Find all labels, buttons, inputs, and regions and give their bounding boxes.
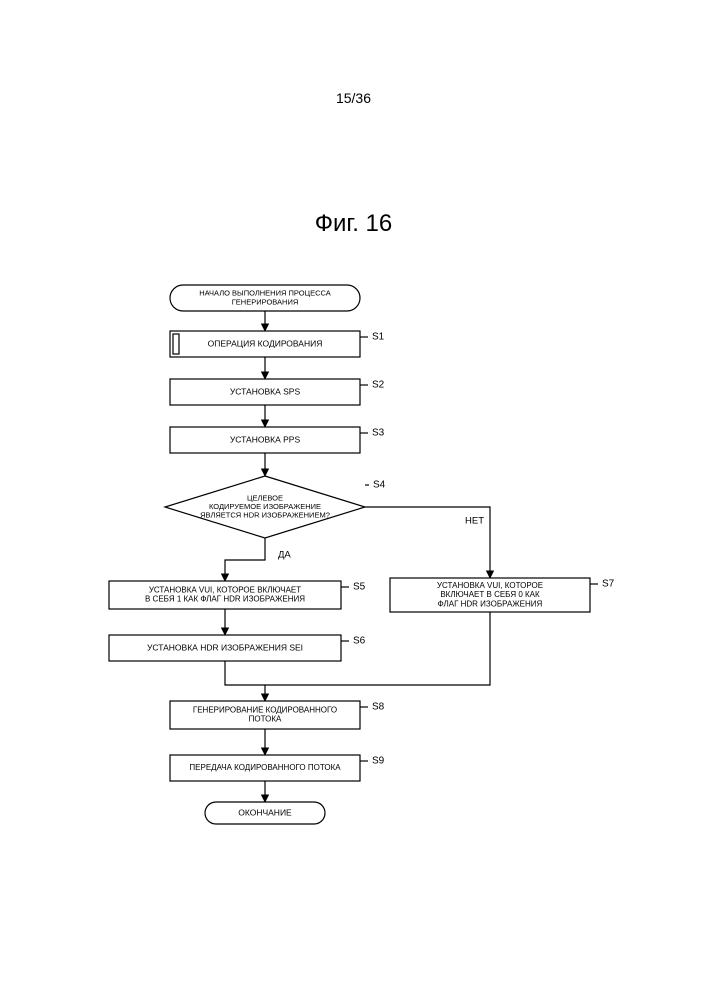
flow-node-s6: УСТАНОВКА HDR ИЗОБРАЖЕНИЯ SEI S6 bbox=[109, 635, 366, 661]
node-text: УСТАНОВКА HDR ИЗОБРАЖЕНИЯ SEI bbox=[147, 642, 303, 652]
node-text: ЯВЛЯЕТСЯ HDR ИЗОБРАЖЕНИЕМ? bbox=[200, 511, 330, 520]
flow-node-end: ОКОНЧАНИЕ bbox=[205, 802, 325, 824]
flow-node-s5: УСТАНОВКА VUI, КОТОРОЕ ВКЛЮЧАЕТВ СЕБЯ 1 … bbox=[109, 581, 366, 609]
node-text: УСТАНОВКА PPS bbox=[230, 434, 301, 444]
node-text: ОКОНЧАНИЕ bbox=[238, 807, 292, 817]
page: 15/36 Фиг. 16 ДАНЕТНАЧАЛО ВЫПОЛНЕНИЯ ПРО… bbox=[0, 0, 707, 1000]
flow-edge bbox=[225, 661, 265, 701]
node-text: ФЛАГ HDR ИЗОБРАЖЕНИЯ bbox=[438, 599, 543, 608]
step-label: S9 bbox=[372, 756, 385, 767]
flow-node-s7: УСТАНОВКА VUI, КОТОРОЕВКЛЮЧАЕТ В СЕБЯ 0 … bbox=[390, 578, 615, 612]
node-text: ГЕНЕРИРОВАНИЯ bbox=[232, 297, 299, 306]
node-text: ПЕРЕДАЧА КОДИРОВАННОГО ПОТОКА bbox=[189, 763, 341, 772]
node-text: ГЕНЕРИРОВАНИЕ КОДИРОВАННОГО bbox=[193, 706, 337, 715]
step-label: S6 bbox=[353, 636, 366, 647]
flow-node-s4: ЦЕЛЕВОЕКОДИРУЕМОЕ ИЗОБРАЖЕНИЕЯВЛЯЕТСЯ HD… bbox=[165, 476, 386, 538]
step-label: S3 bbox=[372, 428, 385, 439]
node-text: ПОТОКА bbox=[249, 715, 282, 724]
node-text: В СЕБЯ 1 КАК ФЛАГ HDR ИЗОБРАЖЕНИЯ bbox=[145, 595, 305, 604]
flow-node-s8: ГЕНЕРИРОВАНИЕ КОДИРОВАННОГОПОТОКА S8 bbox=[170, 701, 385, 729]
node-text: УСТАНОВКА VUI, КОТОРОЕ ВКЛЮЧАЕТ bbox=[149, 586, 301, 595]
node-text: УСТАНОВКА SPS bbox=[230, 386, 301, 396]
flow-edge bbox=[225, 538, 265, 581]
node-text: УСТАНОВКА VUI, КОТОРОЕ bbox=[437, 581, 543, 590]
flowchart: ДА НЕТ НАЧАЛО ВЫПОЛНЕНИЯ ПРОЦЕССАГЕНЕРИРОВ… bbox=[0, 0, 707, 1000]
flow-node-s3: УСТАНОВКА PPS S3 bbox=[170, 427, 385, 453]
branch-label: ДА bbox=[278, 550, 291, 561]
flow-node-s2: УСТАНОВКА SPS S2 bbox=[170, 379, 385, 405]
step-label: S7 bbox=[602, 579, 615, 590]
branch-label: НЕТ bbox=[465, 516, 484, 527]
node-text: ВКЛЮЧАЕТ В СЕБЯ 0 КАК bbox=[440, 590, 540, 599]
step-label: S8 bbox=[372, 702, 385, 713]
flow-node-s9: ПЕРЕДАЧА КОДИРОВАННОГО ПОТОКА S9 bbox=[170, 755, 385, 781]
step-label: S2 bbox=[372, 380, 385, 391]
step-label: S1 bbox=[372, 332, 385, 343]
step-label: S4 bbox=[373, 480, 386, 491]
flow-node-start: НАЧАЛО ВЫПОЛНЕНИЯ ПРОЦЕССАГЕНЕРИРОВАНИЯ bbox=[170, 285, 360, 311]
step-label: S5 bbox=[353, 582, 366, 593]
flow-node-s1: ОПЕРАЦИЯ КОДИРОВАНИЯ S1 bbox=[170, 331, 385, 357]
node-text: ОПЕРАЦИЯ КОДИРОВАНИЯ bbox=[208, 338, 323, 348]
